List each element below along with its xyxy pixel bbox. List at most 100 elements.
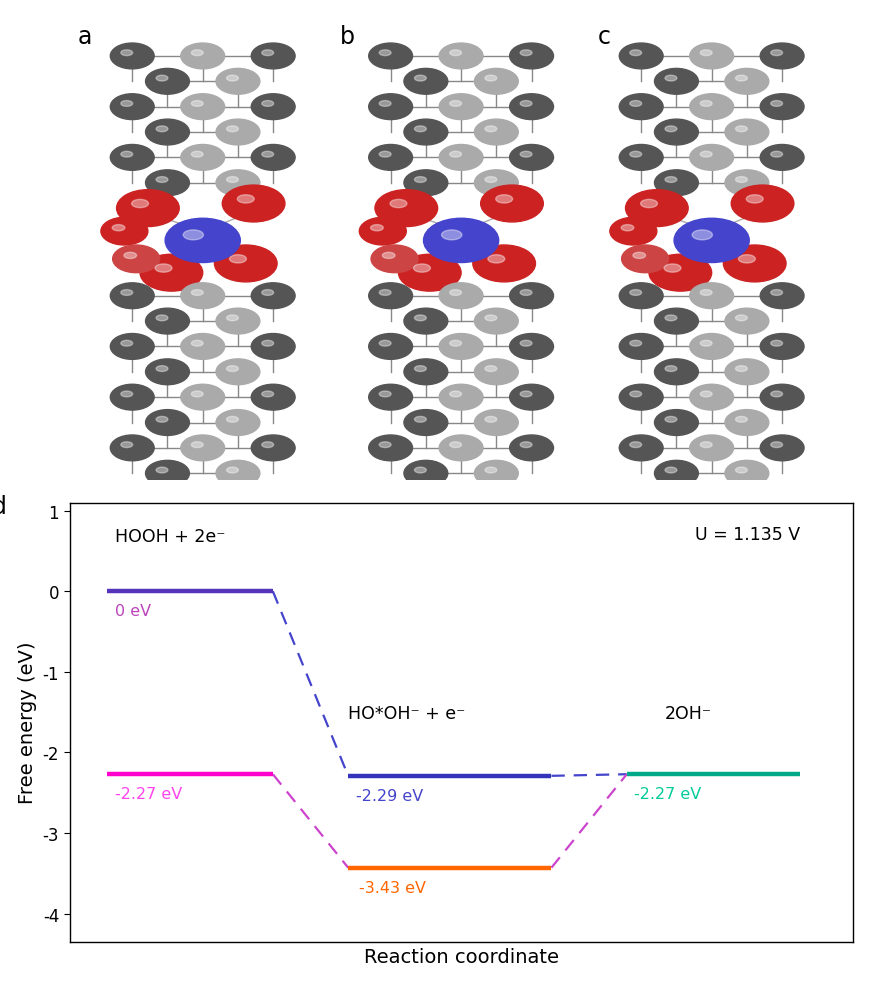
- Ellipse shape: [156, 367, 168, 372]
- Ellipse shape: [191, 101, 203, 107]
- Ellipse shape: [760, 335, 803, 360]
- Text: HOOH + 2e⁻: HOOH + 2e⁻: [115, 527, 225, 545]
- Ellipse shape: [155, 265, 172, 273]
- Ellipse shape: [439, 385, 482, 411]
- Ellipse shape: [620, 245, 668, 274]
- Ellipse shape: [664, 177, 676, 183]
- Ellipse shape: [488, 256, 504, 264]
- Ellipse shape: [760, 44, 803, 70]
- Ellipse shape: [110, 385, 154, 411]
- Ellipse shape: [663, 265, 680, 273]
- Ellipse shape: [439, 94, 482, 120]
- Ellipse shape: [619, 145, 662, 171]
- Ellipse shape: [156, 468, 168, 474]
- Text: d: d: [0, 494, 6, 518]
- Ellipse shape: [181, 284, 224, 310]
- Ellipse shape: [734, 417, 746, 423]
- Ellipse shape: [368, 335, 412, 360]
- Ellipse shape: [368, 284, 412, 310]
- Ellipse shape: [145, 360, 189, 386]
- Ellipse shape: [156, 127, 168, 132]
- Ellipse shape: [689, 94, 733, 120]
- Ellipse shape: [439, 284, 482, 310]
- Ellipse shape: [403, 461, 448, 487]
- Ellipse shape: [156, 316, 168, 322]
- Ellipse shape: [664, 367, 676, 372]
- Ellipse shape: [664, 127, 676, 132]
- Ellipse shape: [226, 367, 238, 372]
- Ellipse shape: [140, 255, 202, 292]
- Ellipse shape: [629, 51, 641, 56]
- Ellipse shape: [156, 417, 168, 423]
- Text: -2.27 eV: -2.27 eV: [115, 787, 182, 802]
- Ellipse shape: [449, 341, 461, 347]
- Ellipse shape: [724, 461, 768, 487]
- Ellipse shape: [700, 341, 712, 347]
- Ellipse shape: [145, 120, 189, 146]
- Ellipse shape: [191, 291, 203, 297]
- Ellipse shape: [215, 245, 276, 283]
- Ellipse shape: [724, 309, 768, 335]
- Ellipse shape: [520, 392, 532, 398]
- Text: -3.43 eV: -3.43 eV: [359, 880, 426, 895]
- Text: 2OH⁻: 2OH⁻: [664, 704, 711, 722]
- Text: U = 1.135 V: U = 1.135 V: [694, 525, 799, 543]
- Ellipse shape: [414, 316, 426, 322]
- Ellipse shape: [110, 94, 154, 120]
- Ellipse shape: [216, 360, 260, 386]
- Ellipse shape: [262, 152, 274, 158]
- Ellipse shape: [734, 127, 746, 132]
- Ellipse shape: [191, 442, 203, 448]
- Ellipse shape: [484, 468, 496, 474]
- Ellipse shape: [121, 341, 133, 347]
- Text: c: c: [598, 25, 610, 49]
- Ellipse shape: [653, 461, 698, 487]
- Ellipse shape: [760, 145, 803, 171]
- Ellipse shape: [237, 195, 254, 203]
- Ellipse shape: [379, 101, 391, 107]
- Ellipse shape: [509, 94, 553, 120]
- Ellipse shape: [368, 94, 412, 120]
- Text: -2.27 eV: -2.27 eV: [634, 787, 700, 802]
- Ellipse shape: [449, 291, 461, 297]
- Ellipse shape: [381, 254, 395, 260]
- Ellipse shape: [770, 291, 782, 297]
- Ellipse shape: [770, 442, 782, 448]
- Y-axis label: Free energy (eV): Free energy (eV): [18, 641, 37, 804]
- Ellipse shape: [664, 417, 676, 423]
- Ellipse shape: [700, 152, 712, 158]
- Ellipse shape: [110, 44, 154, 70]
- Ellipse shape: [520, 152, 532, 158]
- Ellipse shape: [145, 170, 189, 196]
- Ellipse shape: [368, 436, 412, 461]
- Text: a: a: [77, 25, 92, 49]
- Ellipse shape: [216, 170, 260, 196]
- Ellipse shape: [700, 51, 712, 56]
- Ellipse shape: [629, 152, 641, 158]
- Ellipse shape: [441, 230, 461, 240]
- Ellipse shape: [216, 69, 260, 95]
- Ellipse shape: [379, 341, 391, 347]
- Ellipse shape: [619, 436, 662, 461]
- Ellipse shape: [724, 120, 768, 146]
- Ellipse shape: [262, 392, 274, 398]
- Ellipse shape: [700, 291, 712, 297]
- Ellipse shape: [403, 120, 448, 146]
- Ellipse shape: [181, 335, 224, 360]
- Ellipse shape: [439, 436, 482, 461]
- Ellipse shape: [734, 177, 746, 183]
- Ellipse shape: [734, 316, 746, 322]
- Ellipse shape: [653, 120, 698, 146]
- X-axis label: Reaction coordinate: Reaction coordinate: [363, 948, 558, 966]
- Ellipse shape: [413, 265, 430, 273]
- Ellipse shape: [625, 190, 687, 227]
- Ellipse shape: [181, 94, 224, 120]
- Ellipse shape: [692, 230, 712, 240]
- Ellipse shape: [116, 190, 179, 227]
- Ellipse shape: [251, 335, 295, 360]
- Ellipse shape: [770, 341, 782, 347]
- Ellipse shape: [689, 436, 733, 461]
- Text: b: b: [339, 25, 355, 49]
- Ellipse shape: [191, 51, 203, 56]
- Ellipse shape: [509, 335, 553, 360]
